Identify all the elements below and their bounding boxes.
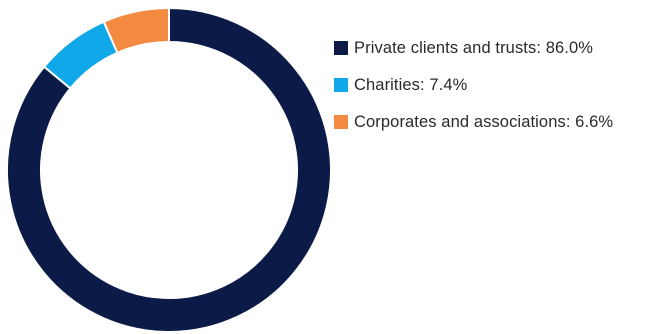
legend-label-private-clients: Private clients and trusts: 86.0% xyxy=(354,39,593,58)
legend-swatch-private-clients xyxy=(334,41,348,55)
legend-item-charities: Charities: 7.4% xyxy=(334,72,613,98)
legend-label-charities: Charities: 7.4% xyxy=(354,76,467,95)
legend-item-private-clients: Private clients and trusts: 86.0% xyxy=(334,35,613,61)
donut-slice-corporates-and-associations xyxy=(104,8,169,53)
legend-swatch-corporates xyxy=(334,115,348,129)
donut-chart-plot xyxy=(0,0,340,334)
legend-label-corporates: Corporates and associations: 6.6% xyxy=(354,113,613,132)
legend-swatch-charities xyxy=(334,78,348,92)
legend-item-corporates: Corporates and associations: 6.6% xyxy=(334,109,613,135)
chart-legend: Private clients and trusts: 86.0% Charit… xyxy=(334,35,613,146)
